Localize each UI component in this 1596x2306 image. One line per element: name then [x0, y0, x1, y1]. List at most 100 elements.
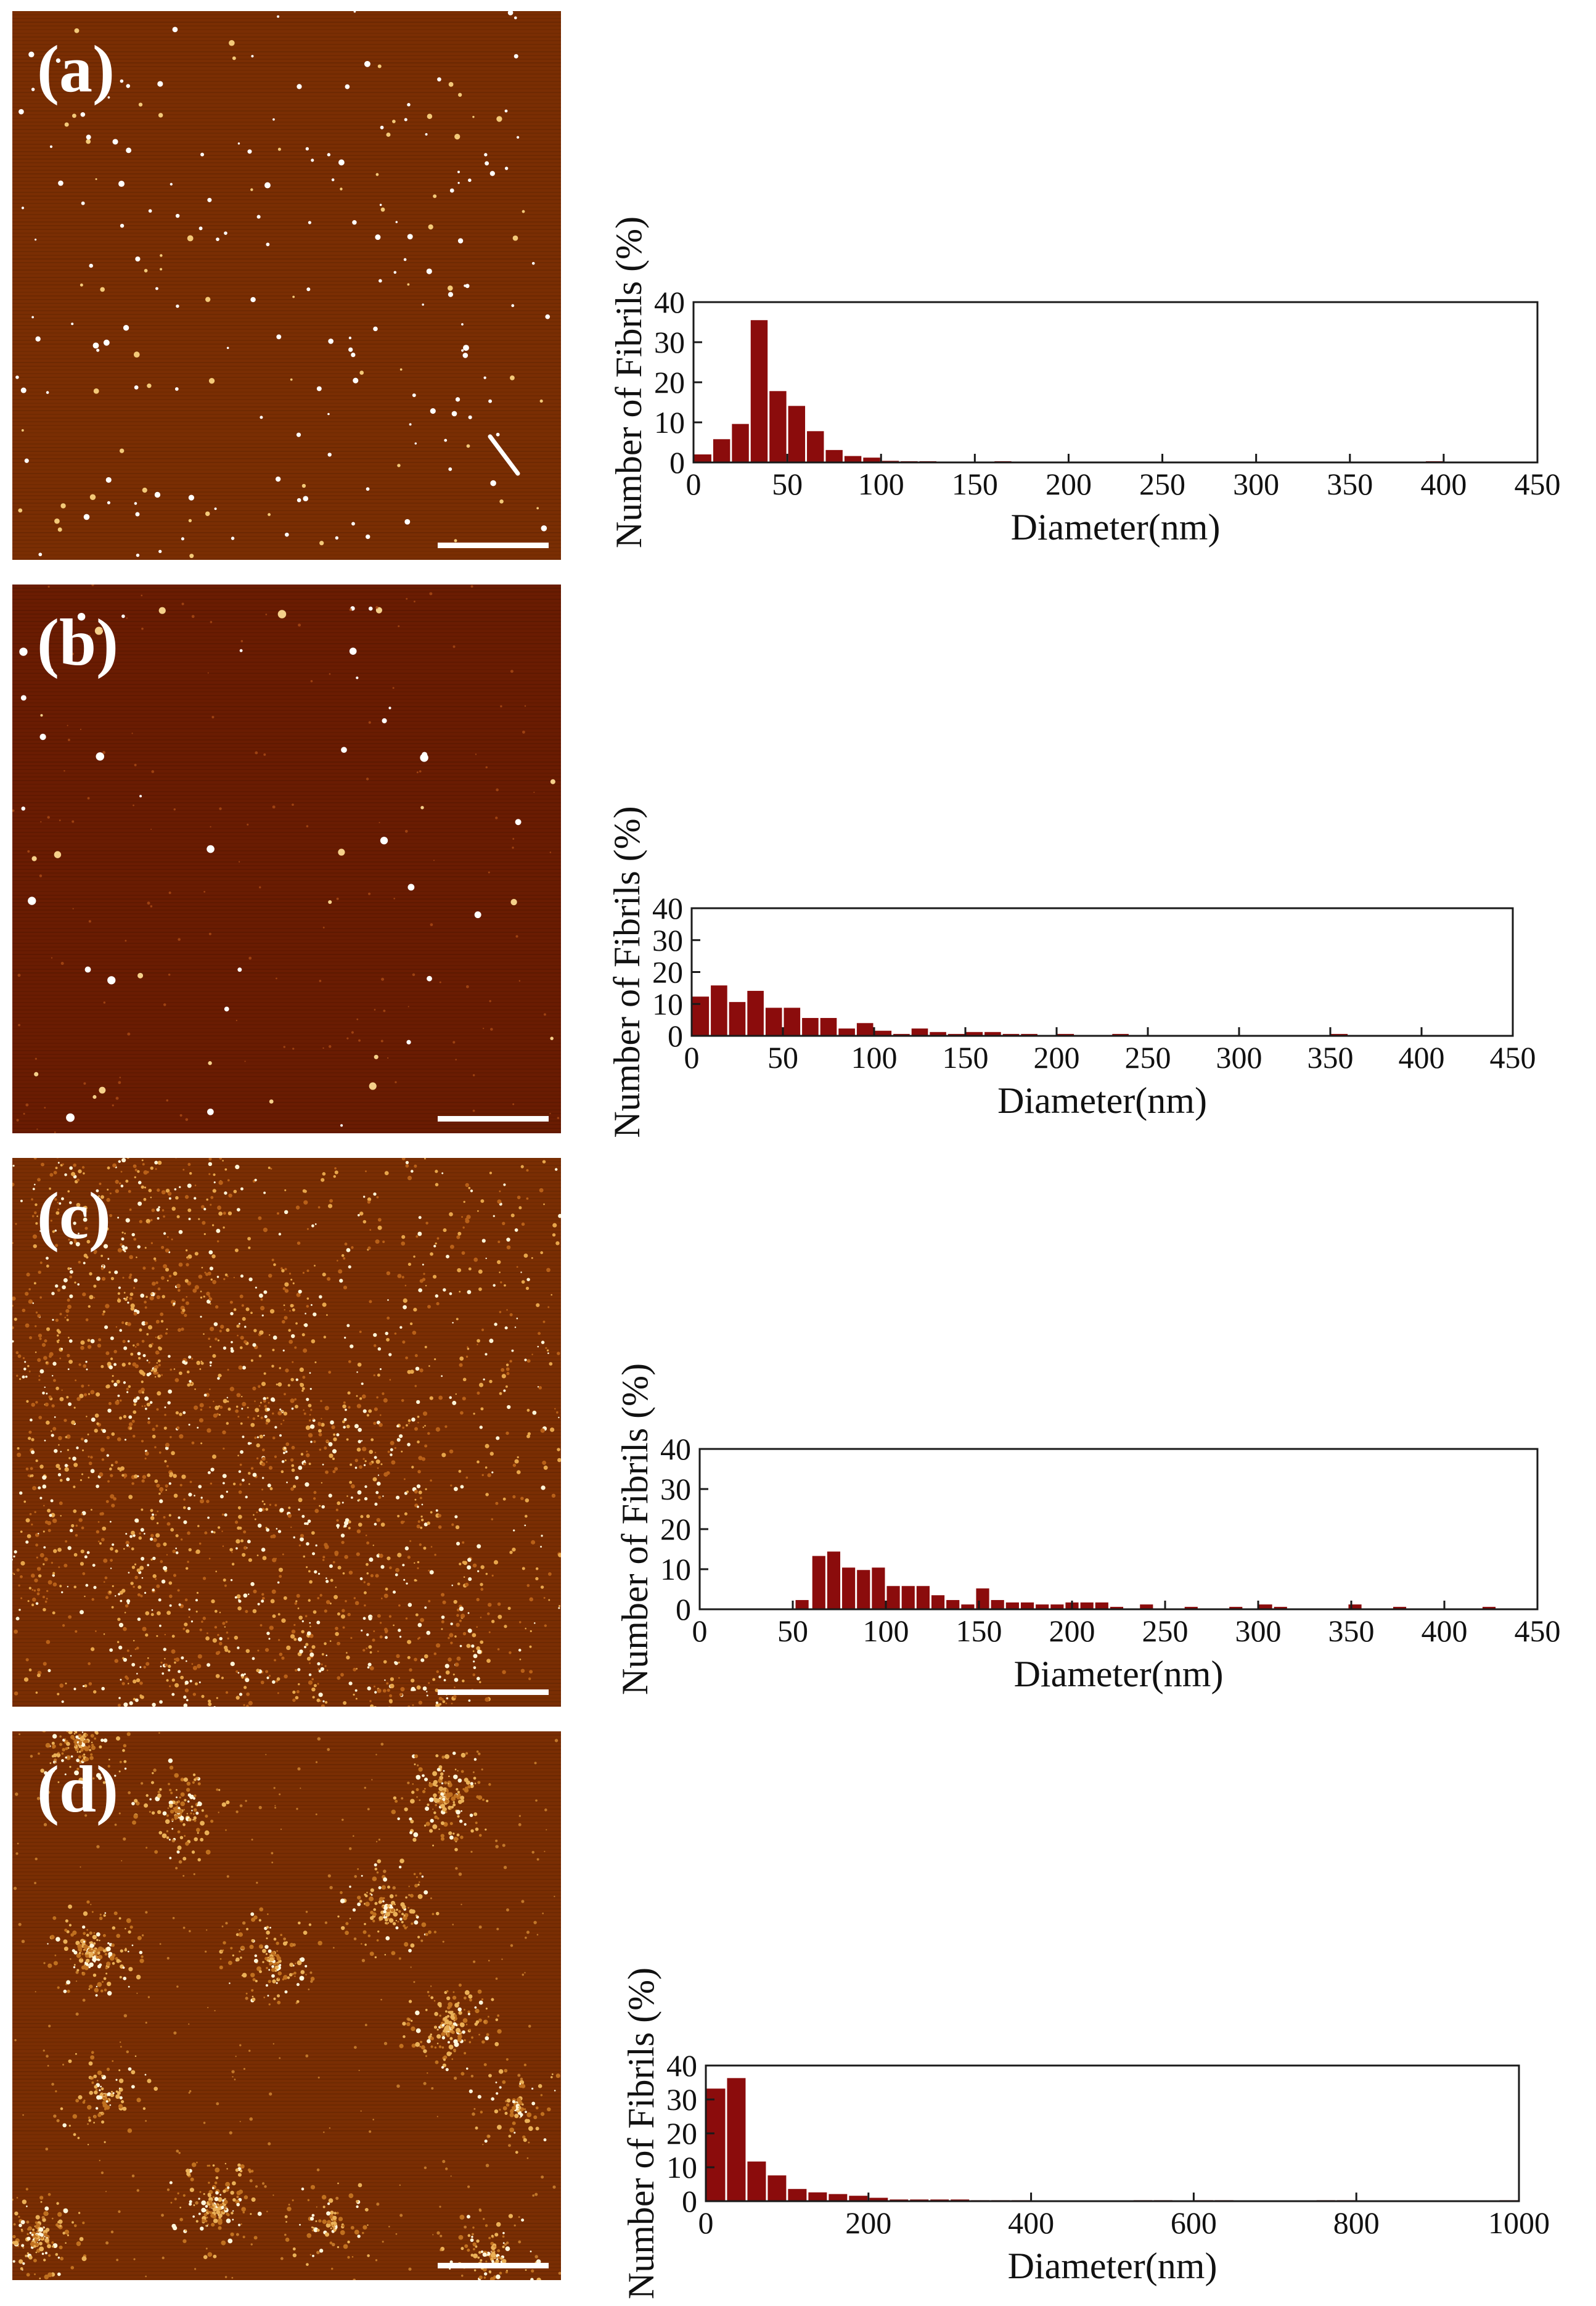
fibril-segment [34, 1211, 37, 1215]
fibril-cluster [438, 2045, 442, 2048]
fibril-segment [456, 1318, 459, 1321]
fibril-segment [114, 1595, 117, 1597]
fibril-cluster [226, 2213, 230, 2217]
fibril-segment [129, 1273, 133, 1276]
fibril-cluster [274, 1965, 279, 1970]
fibril-segment [288, 1506, 291, 1509]
fibril-segment [319, 1504, 321, 1507]
fibril-cluster [213, 2218, 218, 2223]
particle [54, 851, 62, 858]
fibril-segment [247, 1416, 250, 1419]
fibril-cluster [193, 2204, 195, 2206]
fibril-cluster [57, 1986, 60, 1989]
particle [485, 161, 489, 166]
fibril-cluster [554, 2090, 556, 2091]
fibril-cluster [436, 1798, 440, 1803]
fibril-segment [49, 1173, 54, 1177]
fibril-cluster [475, 1821, 478, 1824]
fibril-segment [419, 1543, 422, 1546]
fibril-segment [448, 1636, 450, 1639]
fibril-cluster [491, 1998, 494, 2001]
fibril-segment [555, 1241, 560, 1245]
fibril-segment [126, 1649, 129, 1652]
fibril-cluster [210, 2214, 215, 2218]
fibril-segment [294, 1346, 297, 1349]
particle [239, 649, 243, 652]
fibril-cluster [464, 1788, 469, 1793]
fibril-segment [409, 1668, 412, 1672]
fibril-cluster [269, 1957, 274, 1962]
fibril-segment [493, 1284, 496, 1287]
fibril-segment [198, 1485, 202, 1488]
fibril-segment [353, 1693, 355, 1696]
particle [272, 118, 275, 121]
fibril-segment [163, 1542, 167, 1546]
fibril-segment [128, 1415, 133, 1419]
fibril-cluster [448, 1783, 449, 1785]
fibril-segment [374, 1705, 377, 1707]
fibril-cluster [266, 1913, 269, 1915]
particle [47, 585, 50, 588]
fibril-segment [279, 1434, 282, 1437]
particle [366, 534, 370, 540]
fibril-segment [151, 1343, 153, 1345]
fibril-cluster [540, 2112, 545, 2116]
particle [24, 458, 29, 463]
fibril-segment [256, 1668, 260, 1673]
fibril-segment [356, 1668, 358, 1670]
particle [47, 816, 50, 819]
fibril-segment [133, 1697, 136, 1701]
fibril-segment [537, 1345, 539, 1348]
fibril-segment [256, 1436, 260, 1438]
fibril-segment [121, 1682, 125, 1686]
fibril-segment [253, 1514, 255, 1516]
particle [380, 1040, 383, 1043]
fibril-segment [126, 1599, 131, 1603]
fibril-segment [370, 1574, 374, 1578]
fibril-segment [96, 1189, 99, 1192]
particle [100, 287, 105, 292]
fibril-segment [491, 1518, 494, 1520]
particle [452, 645, 456, 648]
fibril-segment [472, 1650, 475, 1652]
fibril-segment [203, 1207, 207, 1211]
fibril-segment [166, 1279, 169, 1282]
x-tick-label: 350 [1307, 1040, 1354, 1075]
particle [54, 518, 60, 524]
fibril-segment [435, 1183, 439, 1187]
particle [444, 438, 448, 442]
fibril-cluster [105, 1966, 108, 1969]
fibril-segment [530, 1630, 532, 1633]
fibril-segment [61, 1389, 63, 1391]
fibril-segment [201, 1694, 205, 1698]
particle [510, 375, 515, 380]
fibril-segment [477, 1460, 480, 1464]
fibril-segment [505, 1363, 509, 1366]
fibril-cluster [269, 1963, 272, 1966]
fibril-segment [295, 1205, 300, 1210]
fibril-segment [19, 1491, 23, 1495]
particle [407, 103, 411, 107]
fibril-segment [305, 1615, 308, 1617]
fibril-segment [445, 1670, 450, 1675]
fibril-segment [401, 1158, 406, 1160]
fibril-segment [428, 1599, 431, 1602]
fibril-segment [114, 1270, 118, 1274]
particle [63, 769, 65, 772]
fibril-segment [158, 1363, 161, 1367]
particle [157, 81, 163, 87]
fibril-segment [13, 1555, 15, 1558]
fibril-segment [449, 1212, 453, 1217]
fibril-cluster [221, 2240, 226, 2246]
particle [23, 1112, 25, 1115]
fibril-segment [184, 1680, 189, 1685]
fibril-segment [53, 1379, 56, 1382]
fibril-cluster [452, 2048, 456, 2052]
particle [96, 348, 100, 352]
fibril-cluster [91, 1948, 93, 1950]
fibril-segment [304, 1646, 307, 1649]
fibril-cluster [454, 2041, 459, 2047]
fibril-segment [369, 1666, 374, 1671]
fibril-segment [558, 1416, 560, 1419]
fibril-segment [133, 1278, 138, 1282]
